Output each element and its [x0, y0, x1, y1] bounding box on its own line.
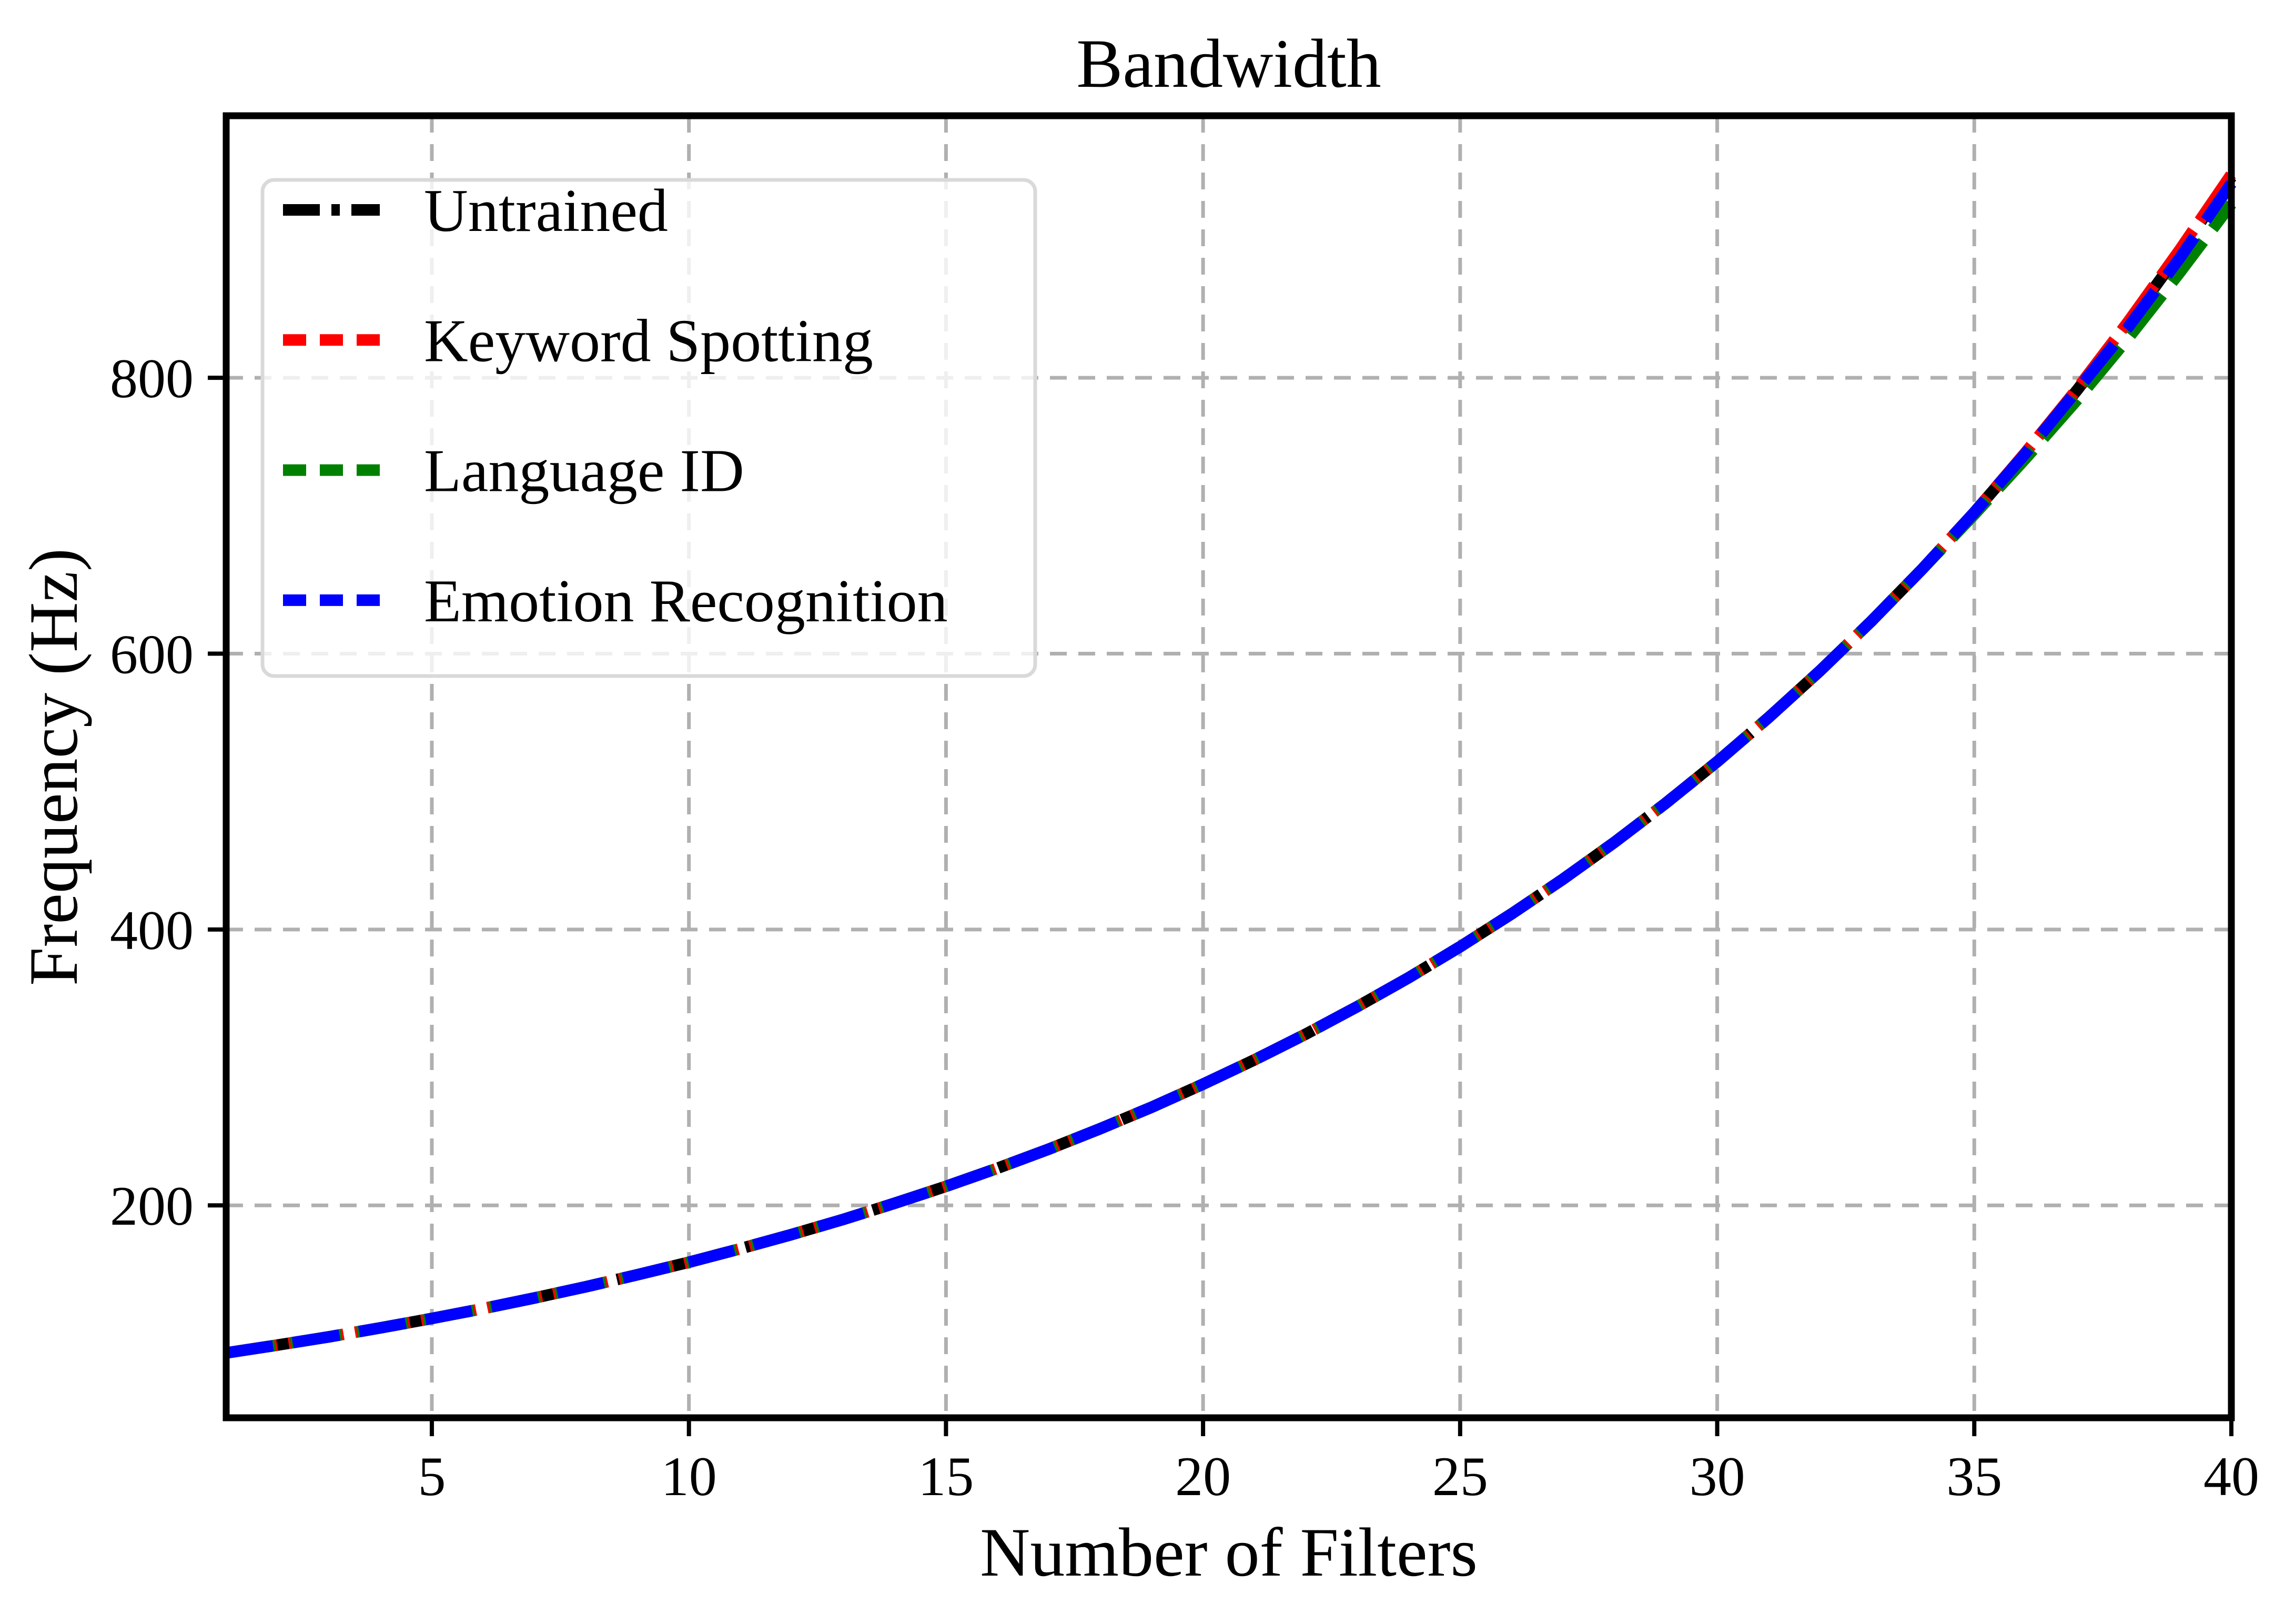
x-tick-label-40: 40 [2203, 1446, 2259, 1507]
series-layer [225, 171, 2237, 1359]
x-tick-label-30: 30 [1690, 1446, 1745, 1507]
tick-label-layer: 5 10 15 20 25 30 35 40 200 400 600 800 [110, 348, 2259, 1507]
x-axis-label: Number of Filters [980, 1514, 1478, 1591]
x-tick-label-35: 35 [1946, 1446, 2002, 1507]
legend-label: Language ID [424, 438, 744, 505]
x-tick-label-20: 20 [1175, 1446, 1231, 1507]
x-tick-label-5: 5 [418, 1446, 446, 1507]
axis-layer [208, 112, 2235, 1436]
legend-label: Keyword Spotting [424, 307, 873, 375]
x-tick-label-15: 15 [918, 1446, 974, 1507]
legend-label: Emotion Recognition [424, 568, 948, 635]
y-tick-label-600: 600 [110, 624, 194, 685]
series-line-emotion-recognition [225, 180, 2237, 1359]
chart-title: Bandwidth [1076, 25, 1381, 102]
legend-item-emotion-recognition: Emotion Recognition [283, 568, 948, 635]
legend: Untrained Keyword Spotting Language ID Emot… [260, 177, 1037, 678]
legend-item-language-id: Language ID [283, 438, 744, 505]
legend-frame [260, 178, 1037, 678]
legend-label: Untrained [424, 177, 668, 245]
legend-item-keyword-spotting: Keyword Spotting [283, 307, 873, 375]
legend-item-untrained: Untrained [283, 177, 668, 245]
x-tick-label-25: 25 [1432, 1446, 1488, 1507]
y-axis-label: Frequency (Hz) [15, 548, 92, 986]
axes-spines [223, 112, 2235, 1421]
x-tick-label-10: 10 [661, 1446, 717, 1507]
y-tick-label-400: 400 [110, 900, 194, 961]
y-tick-label-800: 800 [110, 348, 194, 409]
y-tick-label-200: 200 [110, 1175, 194, 1237]
